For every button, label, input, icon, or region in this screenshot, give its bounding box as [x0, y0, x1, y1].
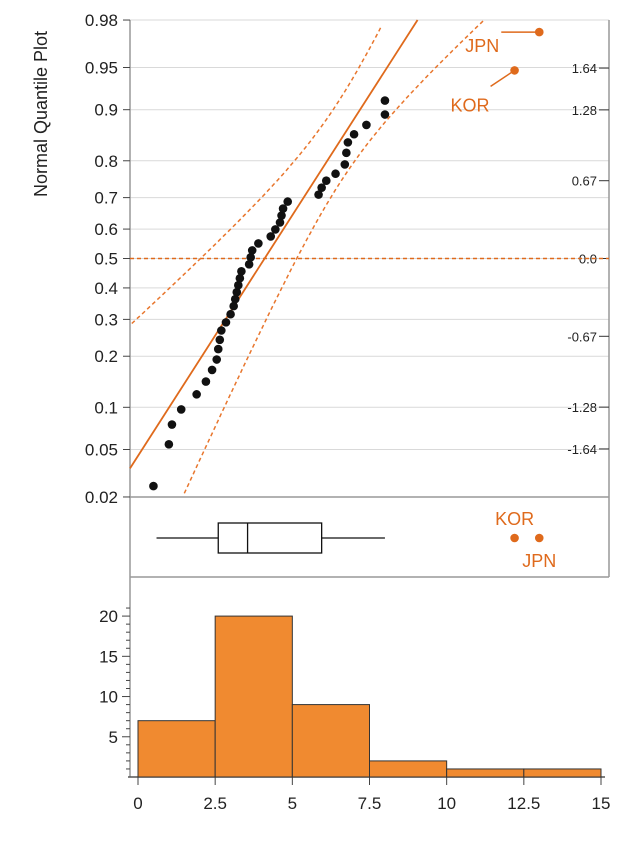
data-point	[201, 377, 211, 386]
data-point	[237, 266, 246, 276]
y-axis-title: Normal Quantile Plot	[31, 31, 51, 197]
data-point	[317, 183, 326, 192]
data-point	[342, 148, 351, 158]
x-tick-label: 12.5	[507, 794, 540, 813]
data-point	[246, 253, 255, 262]
y-tick-label: 0.1	[94, 398, 118, 417]
data-point	[192, 390, 201, 399]
data-point	[212, 355, 222, 364]
confidence-band-lower	[183, 19, 485, 494]
z-tick-label: 1.28	[572, 103, 597, 118]
data-point	[321, 176, 331, 186]
x-tick-label: 2.5	[203, 794, 227, 813]
data-point	[226, 309, 235, 319]
data-point	[213, 344, 223, 354]
hist-y-tick-label: 15	[99, 647, 118, 666]
box-iqr	[217, 522, 323, 554]
histogram-bar	[137, 720, 216, 778]
x-tick-label: 15	[592, 794, 611, 813]
data-point	[380, 96, 390, 105]
outlier-point-kor	[510, 66, 519, 75]
x-tick-label: 7.5	[358, 794, 382, 813]
y-tick-label: 0.8	[94, 152, 118, 171]
data-point	[340, 160, 350, 169]
histogram-bar	[214, 615, 293, 778]
axes-layer: 0.98 0.95 0.9 0.8 0.7 0.6 0.5 0.4 0.3 0.2 0.1 0.05 0…	[85, 11, 611, 813]
outlier-label-kor: KOR	[451, 95, 490, 115]
box-outlier-kor	[510, 533, 519, 543]
histogram-bar	[523, 768, 602, 778]
z-tick-label: -1.64	[567, 442, 597, 457]
y-tick-label: 0.95	[85, 59, 118, 78]
data-point	[207, 365, 217, 375]
confidence-band-layer	[129, 19, 609, 494]
outlier-leader-kor	[490, 69, 515, 88]
hist-y-tick-label: 20	[99, 607, 118, 626]
box-plot-layer	[156, 522, 544, 554]
histogram-bar	[446, 768, 525, 778]
hist-y-tick-label: 10	[99, 688, 118, 707]
points-layer	[149, 27, 544, 491]
hist-y-tick-label: 5	[109, 728, 118, 747]
data-point	[266, 232, 276, 241]
data-point	[380, 110, 390, 119]
data-point	[234, 280, 243, 290]
fit-line	[129, 19, 419, 469]
x-tick-label: 10	[437, 794, 456, 813]
y-tick-label: 0.2	[94, 347, 118, 366]
data-point	[232, 287, 242, 297]
data-point	[331, 169, 340, 179]
data-point	[271, 225, 280, 234]
confidence-band-upper	[131, 24, 383, 325]
y-tick-label: 0.5	[94, 250, 118, 269]
box-label-jpn: JPN	[522, 551, 556, 571]
data-point	[235, 273, 245, 283]
box-label-kor: KOR	[495, 509, 534, 529]
data-point	[349, 129, 359, 139]
z-tick-label: 1.64	[572, 61, 597, 76]
data-point	[164, 439, 174, 449]
data-point	[283, 197, 293, 206]
y-tick-label: 0.9	[94, 101, 118, 120]
data-point	[244, 260, 254, 269]
outlier-label-jpn: JPN	[465, 36, 499, 56]
histogram-bar	[291, 704, 371, 778]
data-point	[229, 301, 238, 311]
data-point	[221, 318, 231, 327]
data-point	[247, 246, 257, 255]
histogram-bar	[369, 760, 448, 778]
y-tick-label: 0.3	[94, 310, 118, 329]
z-tick-label: 0.67	[572, 174, 597, 189]
data-point	[167, 420, 177, 429]
data-point	[362, 120, 371, 130]
data-point	[215, 335, 225, 345]
annotation-layer: JPN KOR KOR JPN	[451, 31, 556, 571]
data-point	[277, 211, 286, 220]
frame-layer	[129, 20, 610, 777]
data-point	[254, 239, 263, 248]
histogram-layer	[137, 615, 602, 778]
data-point	[275, 218, 285, 227]
data-point	[217, 326, 226, 335]
z-tick-label: -0.67	[567, 329, 597, 344]
data-point	[278, 204, 288, 213]
data-point	[343, 138, 353, 147]
y-tick-label: 0.02	[85, 488, 118, 507]
data-point	[314, 190, 323, 199]
y-tick-label: 0.6	[94, 220, 118, 239]
data-point	[230, 294, 240, 304]
data-point	[149, 481, 158, 491]
z-tick-label: -1.28	[567, 400, 597, 415]
box-outlier-jpn	[534, 533, 544, 543]
y-tick-label: 0.98	[85, 11, 118, 30]
x-tick-label: 5	[288, 794, 297, 813]
y-tick-label: 0.7	[94, 189, 118, 208]
y-tick-label: 0.4	[94, 279, 118, 298]
data-point	[176, 405, 186, 414]
x-tick-label: 0	[133, 794, 142, 813]
y-tick-label: 0.05	[85, 440, 118, 459]
